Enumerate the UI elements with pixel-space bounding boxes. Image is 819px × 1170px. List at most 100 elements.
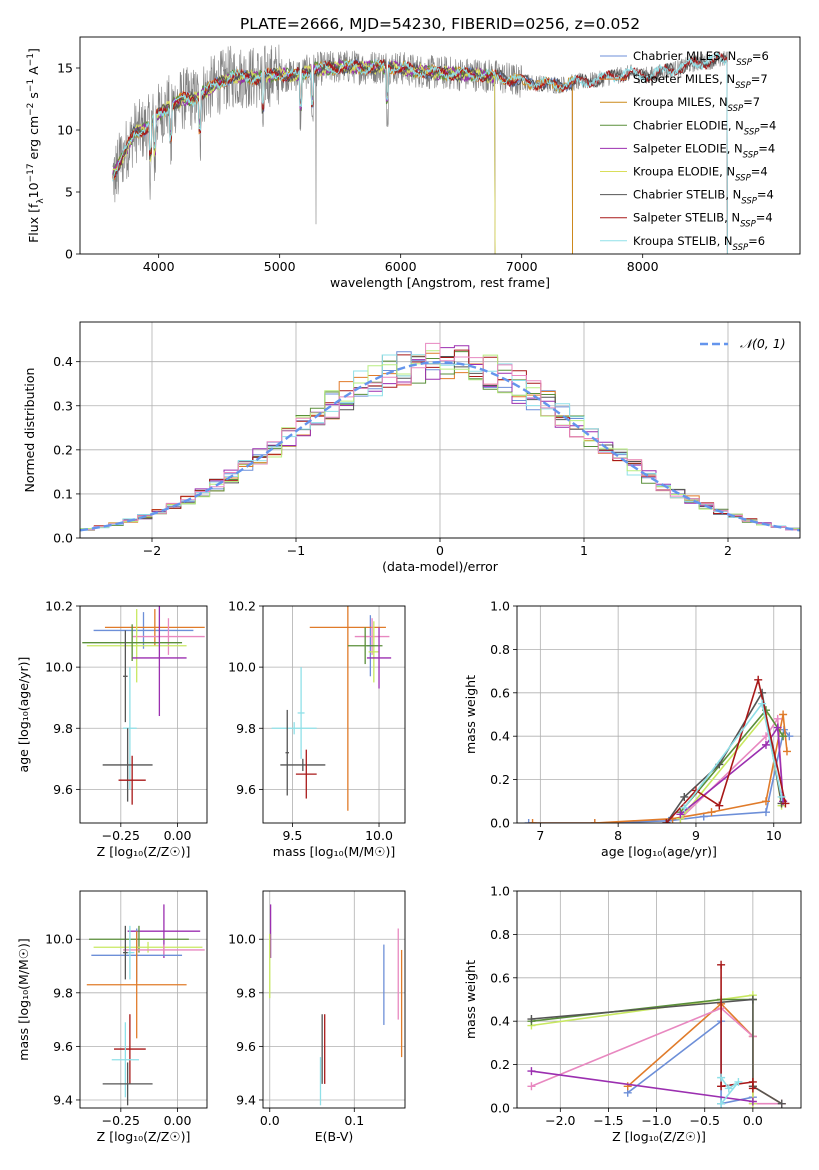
x-tick-label: 0.0 bbox=[743, 1113, 763, 1128]
weight-marker bbox=[748, 995, 757, 1004]
axes-frame bbox=[79, 321, 801, 539]
y-axis-label-part: −1 bbox=[26, 53, 36, 66]
legend-label: Chabrier MILES, NSSP=6 bbox=[633, 49, 769, 68]
histograms bbox=[80, 342, 800, 532]
y-tick-label: 0.4 bbox=[490, 729, 510, 744]
x-axis-label: age [log₁₀(age/yr)] bbox=[601, 844, 717, 859]
weight-marker bbox=[777, 1099, 786, 1108]
x-tick-label: 0.00 bbox=[164, 828, 192, 843]
weight-marker bbox=[754, 675, 763, 684]
weight-marker bbox=[761, 797, 770, 806]
y-tick-label: 0 bbox=[65, 247, 73, 262]
weight-marker bbox=[734, 1077, 743, 1086]
errorbar-point bbox=[104, 609, 205, 646]
y-tick-label: 9.6 bbox=[53, 1039, 73, 1054]
legend-label: Salpeter STELIB, NSSP=4 bbox=[633, 211, 773, 230]
x-tick-label: −0.25 bbox=[102, 1113, 140, 1128]
x-tick-label: 0.1 bbox=[344, 1113, 364, 1128]
legend-label-tail: =4 bbox=[751, 165, 768, 179]
y-axis-label-part: s bbox=[26, 92, 41, 103]
weight-marker bbox=[761, 740, 770, 749]
mass_vs_Z-panel: −0.25 0.00 9.4 9.6 9.8 10.0 Z [log₁₀(Z/Z☉)] mas… bbox=[16, 890, 208, 1144]
legend-label: Chabrier ELODIE, NSSP=4 bbox=[633, 118, 776, 137]
weight-marker bbox=[779, 732, 788, 741]
legend-label-tail: =6 bbox=[748, 234, 765, 248]
legend-label-main: Salpeter MILES, N bbox=[633, 72, 735, 86]
legend-label-main: Kroupa ELODIE, N bbox=[633, 165, 735, 179]
weight-marker bbox=[748, 1097, 757, 1106]
y-tick-label: 9.6 bbox=[53, 782, 73, 797]
weight-marker bbox=[717, 1082, 726, 1091]
weight-marker bbox=[680, 792, 689, 801]
y-axis-label-part: −17 bbox=[26, 163, 36, 182]
weight-marker bbox=[717, 1073, 726, 1082]
y-tick-label: 9.4 bbox=[236, 1092, 256, 1107]
x-tick-label: 10.0 bbox=[365, 828, 393, 843]
weight-line bbox=[679, 725, 784, 815]
legend-label-tail: =6 bbox=[752, 49, 769, 63]
weight-marker bbox=[761, 808, 770, 817]
y-tick-label: 10.0 bbox=[45, 932, 73, 947]
y-tick-label: 0.6 bbox=[490, 970, 510, 985]
errorbar-point bbox=[114, 1014, 146, 1084]
legend-label-main: Salpeter STELIB, N bbox=[633, 211, 740, 225]
errorbar-point bbox=[82, 624, 183, 662]
weight-lines bbox=[524, 675, 794, 823]
weight-series bbox=[676, 723, 788, 819]
x-axis-label: E(B-V) bbox=[315, 1129, 354, 1144]
y-tick-label: 9.4 bbox=[53, 1092, 73, 1107]
errorbar-point bbox=[118, 755, 146, 805]
errorbar-point bbox=[368, 621, 380, 683]
y-tick-label: 10.2 bbox=[228, 599, 256, 614]
x-tick-label: −1.5 bbox=[593, 1113, 623, 1128]
legend-label-tail: =4 bbox=[757, 188, 774, 202]
x-tick-label: 8 bbox=[614, 828, 622, 843]
weight-series bbox=[717, 1073, 743, 1108]
y-axis-label: Flux [fλ10−17 erg cm−2 s−1 A−1] bbox=[26, 48, 46, 243]
x-tick-label: 9 bbox=[692, 828, 700, 843]
y-tick-label: 1.0 bbox=[490, 884, 510, 899]
x-tick-label: 10 bbox=[766, 828, 782, 843]
errorbar-point bbox=[285, 709, 289, 796]
legend-label: Kroupa STELIB, NSSP=6 bbox=[633, 234, 765, 253]
weight-marker bbox=[527, 1015, 536, 1024]
y-tick-label: 0.4 bbox=[490, 1014, 510, 1029]
legend-label-sub: SSP bbox=[728, 104, 744, 114]
legend-label-main: Chabrier ELODIE, N bbox=[633, 118, 744, 132]
model-spectrum-line bbox=[112, 52, 728, 254]
x-tick-label: −0.25 bbox=[102, 828, 140, 843]
axes-frame bbox=[262, 890, 406, 1109]
legend-label-main: Chabrier STELIB, N bbox=[633, 188, 741, 202]
legend-label-main: Kroupa STELIB, N bbox=[633, 234, 733, 248]
weight-line bbox=[531, 1070, 754, 1103]
weight-lines bbox=[527, 960, 786, 1108]
errorbar-point bbox=[102, 1062, 153, 1106]
errorbar-point bbox=[366, 627, 392, 689]
errorbar-point bbox=[271, 722, 317, 735]
legend-label-main: Salpeter ELODIE, N bbox=[633, 141, 743, 155]
mass_vs_ebv-panel: 0.0 0.1 9.4 9.6 9.8 10.0 E(B-V) bbox=[228, 890, 406, 1144]
errorbar-point bbox=[123, 925, 128, 980]
y-axis-label-part: 10 bbox=[26, 182, 41, 198]
x-axis-label: Z [log₁₀(Z/Z☉)] bbox=[612, 1129, 706, 1144]
weight-line bbox=[720, 1077, 740, 1105]
x-tick-label: 2 bbox=[724, 543, 732, 558]
weight-marker bbox=[590, 819, 599, 823]
y-tick-label: 0.2 bbox=[53, 442, 73, 457]
weight-marker bbox=[724, 1084, 733, 1093]
errorbar-point bbox=[297, 667, 305, 759]
weight-series bbox=[528, 710, 791, 823]
weight-marker bbox=[777, 792, 786, 801]
weight-marker bbox=[528, 819, 537, 823]
weight-series bbox=[680, 699, 786, 812]
weight-marker bbox=[773, 714, 782, 723]
x-tick-label: −2 bbox=[143, 543, 161, 558]
errorbars bbox=[271, 606, 392, 811]
y-tick-label: 9.8 bbox=[53, 721, 73, 736]
massweight_vs_Z-panel: −2.0 −1.5 −1.0 −0.5 0.0 0.0 0.2 0.4 0.6 0.8 1.0 Z [… bbox=[463, 884, 802, 1144]
legend-label-normal: 𝒩(0, 1) bbox=[740, 336, 786, 351]
x-tick-label: 0.0 bbox=[260, 1113, 280, 1128]
legend-label: Chabrier STELIB, NSSP=4 bbox=[633, 188, 774, 207]
y-tick-label: 9.6 bbox=[236, 1039, 256, 1054]
y-tick-label: 0.4 bbox=[53, 354, 73, 369]
